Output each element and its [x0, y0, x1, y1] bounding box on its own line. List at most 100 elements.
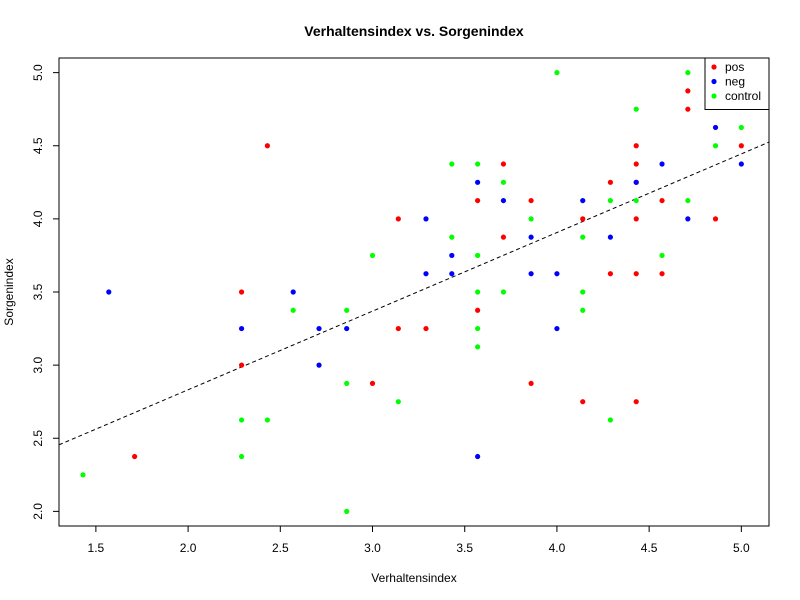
point-pos [685, 88, 691, 94]
point-neg [580, 197, 586, 204]
x-tick-label: 5.0 [733, 541, 750, 555]
point-neg [423, 271, 429, 277]
point-control [475, 344, 481, 350]
point-pos [528, 197, 534, 204]
points-layer [80, 70, 744, 514]
y-tick-label: 2.5 [31, 430, 45, 447]
point-pos [659, 197, 665, 204]
point-control [475, 161, 481, 167]
point-control [238, 417, 245, 423]
point-neg [106, 289, 112, 295]
point-control [475, 289, 481, 295]
x-tick-label: 1.5 [88, 541, 105, 555]
legend-marker-neg [711, 78, 717, 85]
point-control [344, 508, 350, 514]
point-control [264, 417, 270, 423]
point-neg [738, 161, 744, 167]
point-pos [475, 197, 481, 204]
point-neg [449, 252, 455, 259]
legend-label-neg: neg [725, 75, 745, 89]
point-pos [659, 271, 665, 277]
point-pos [369, 380, 376, 387]
chart-title: Verhaltensindex vs. Sorgenindex [304, 23, 524, 39]
point-control [528, 216, 534, 222]
point-control [290, 307, 296, 313]
legend-label-pos: pos [725, 60, 744, 74]
point-control [580, 307, 586, 313]
point-control [607, 417, 614, 423]
point-pos [685, 106, 691, 112]
y-axis-ticks: 2.0 2.5 3.0 3.5 4.0 4.5 5.0 [31, 64, 59, 520]
y-tick-label: 3.0 [31, 356, 45, 373]
point-control [344, 380, 350, 387]
x-axis-label: Verhaltensindex [371, 571, 456, 585]
y-tick-label: 3.5 [31, 283, 45, 300]
point-pos [395, 325, 401, 332]
point-control [449, 234, 455, 240]
x-tick-label: 3.0 [364, 541, 381, 555]
point-pos [238, 289, 245, 295]
point-pos [238, 362, 245, 368]
point-neg [449, 271, 455, 277]
point-control [633, 197, 639, 204]
point-pos [264, 143, 270, 149]
point-pos [395, 216, 401, 222]
point-control [238, 453, 245, 460]
point-control [475, 252, 481, 259]
point-control [80, 472, 86, 478]
point-pos [528, 380, 534, 387]
point-neg [607, 234, 614, 240]
point-neg [659, 161, 665, 167]
point-neg [316, 325, 322, 332]
point-pos [607, 179, 614, 185]
point-control [395, 399, 401, 405]
point-control [633, 106, 639, 112]
x-tick-label: 3.5 [456, 541, 473, 555]
x-tick-label: 4.5 [641, 541, 658, 555]
point-pos [500, 234, 507, 240]
point-control [685, 197, 691, 204]
point-control [580, 289, 586, 295]
point-control [500, 289, 507, 295]
point-control [344, 307, 350, 313]
point-neg [500, 197, 507, 204]
x-tick-label: 4.0 [549, 541, 566, 555]
y-tick-label: 2.0 [31, 503, 45, 520]
legend-marker-control [711, 93, 717, 99]
point-control [685, 70, 691, 76]
y-tick-label: 5.0 [31, 64, 45, 81]
point-neg [633, 179, 639, 185]
y-tick-label: 4.0 [31, 210, 45, 227]
legend-label-control: control [725, 89, 761, 103]
point-control [712, 143, 719, 149]
point-pos [712, 216, 719, 222]
point-control [607, 197, 614, 204]
point-pos [500, 161, 507, 167]
point-neg [712, 124, 719, 131]
point-control [500, 179, 507, 185]
point-pos [633, 399, 639, 405]
point-pos [633, 143, 639, 149]
point-pos [633, 161, 639, 167]
y-tick-label: 4.5 [31, 137, 45, 154]
point-pos [633, 271, 639, 277]
point-neg [528, 271, 534, 277]
point-neg [475, 453, 481, 460]
legend-box [704, 57, 770, 110]
regression-line [59, 141, 769, 446]
point-neg [685, 216, 691, 222]
point-pos [423, 325, 429, 332]
y-axis-label: Sorgenindex [2, 258, 16, 325]
point-pos [475, 307, 481, 313]
regression-layer [59, 141, 769, 446]
point-neg [475, 179, 481, 185]
point-control [580, 234, 586, 240]
point-pos [580, 399, 586, 405]
point-neg [316, 362, 322, 368]
point-control [369, 252, 376, 259]
point-control [738, 124, 744, 131]
point-control [475, 325, 481, 332]
